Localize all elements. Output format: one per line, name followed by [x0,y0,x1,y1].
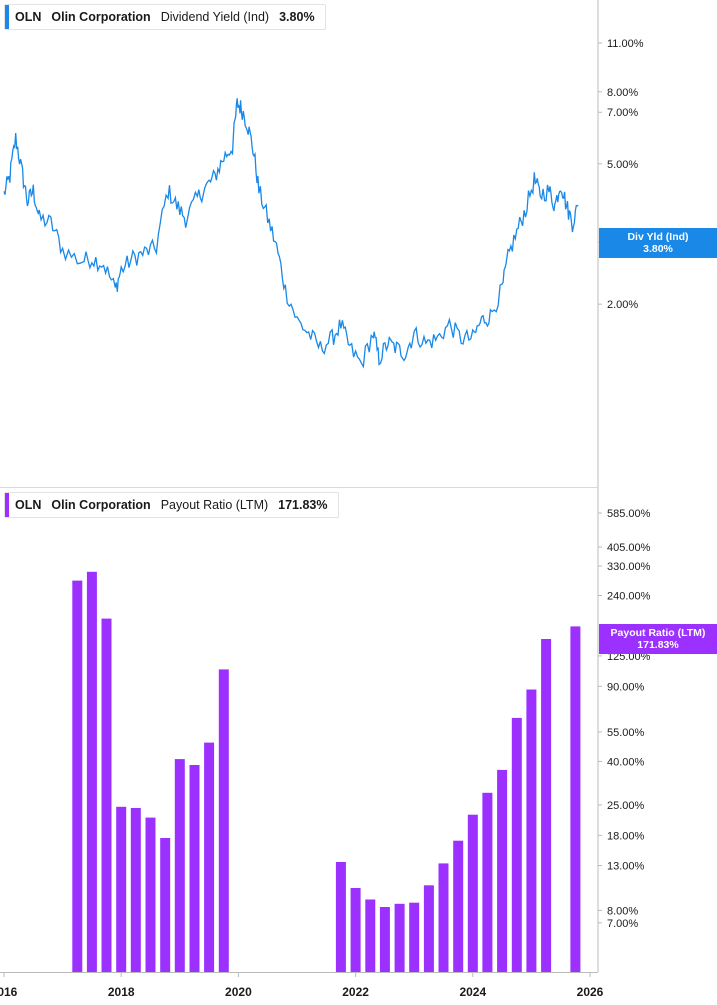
payout-bar [365,899,376,972]
payout-bar [394,903,405,972]
tag-value: 171.83% [637,639,679,651]
payout-bar [101,618,112,972]
payout-y-tick-label: 240.00% [607,591,651,603]
payout-bar [189,765,200,972]
legend-value: 3.80% [279,10,315,24]
yield-y-tick-label: 2.00% [607,299,638,311]
legend-metric: Payout Ratio (LTM) [160,498,269,512]
legend-company: Olin Corporation [51,10,151,24]
tag-value: 3.80% [643,243,673,255]
legend-metric: Dividend Yield (Ind) [160,10,270,24]
payout-legend-swatch [5,493,9,517]
payout-bar [350,888,361,972]
dividend-current-value-tag: Div Yld (Ind) 3.80% [599,228,717,258]
x-tick-label: 2020 [225,985,252,999]
payout-y-tick-label: 7.00% [607,918,638,930]
payout-y-tick-label: 25.00% [607,800,645,812]
x-tick-label: 2018 [108,985,135,999]
payout-bar [409,902,420,972]
payout-y-tick-label: 18.00% [607,830,645,842]
payout-bar [467,814,478,972]
payout-bar [379,907,390,972]
payout-y-tick-label: 8.00% [607,905,638,917]
payout-y-tick-label: 90.00% [607,681,645,693]
legend-ticker: OLN [15,498,42,512]
payout-bar [482,792,493,972]
legend-value: 171.83% [278,498,328,512]
payout-y-tick-label: 585.00% [607,508,651,520]
yield-y-axis: 11.00%8.00%7.00%5.00%3.00%2.00% [598,38,644,311]
payout-bar [86,571,97,972]
payout-bar [72,580,83,972]
x-tick-label: 2016 [0,985,18,999]
x-tick-label: 2022 [342,985,369,999]
payout-bar [511,717,522,972]
payout-bar [204,742,215,972]
payout-legend: OLN Olin Corporation Payout Ratio (LTM) … [4,492,339,518]
payout-bar [174,759,185,972]
payout-bars [72,571,581,972]
payout-bar [130,808,141,972]
payout-bar [335,862,346,972]
yield-y-tick-label: 8.00% [607,87,638,99]
payout-bar [570,626,581,972]
tag-label: Payout Ratio (LTM) [610,627,706,639]
x-axis: 2016 2018 2020 2022 2024 2026 [0,972,604,999]
yield-y-tick-label: 11.00% [607,38,644,50]
payout-current-value-tag: Payout Ratio (LTM) 171.83% [599,624,717,654]
payout-y-axis: 585.00%405.00%330.00%240.00%125.00%90.00… [598,508,651,930]
legend-ticker: OLN [15,10,42,24]
dividend-yield-line [3,98,579,369]
yield-y-tick-label: 5.00% [607,159,638,171]
payout-bar [423,885,434,972]
payout-y-tick-label: 40.00% [607,756,645,768]
yield-y-tick-label: 7.00% [607,107,638,119]
tag-label: Div Yld (Ind) [627,231,689,243]
legend-company: Olin Corporation [51,498,151,512]
dividend-legend-swatch [5,5,9,29]
payout-bar [218,669,229,972]
payout-bar [145,817,156,972]
payout-bar [453,840,464,972]
payout-bar [160,838,171,972]
payout-bar [497,769,508,972]
payout-bar [116,806,127,972]
x-tick-label: 2024 [459,985,486,999]
payout-y-tick-label: 13.00% [607,860,645,872]
dividend-legend: OLN Olin Corporation Dividend Yield (Ind… [4,4,326,30]
payout-y-tick-label: 330.00% [607,561,651,573]
payout-bar [438,863,449,972]
payout-bar [541,639,552,972]
payout-y-tick-label: 405.00% [607,542,651,554]
x-tick-label: 2026 [577,985,604,999]
payout-y-tick-label: 55.00% [607,727,645,739]
payout-bar [526,689,537,972]
